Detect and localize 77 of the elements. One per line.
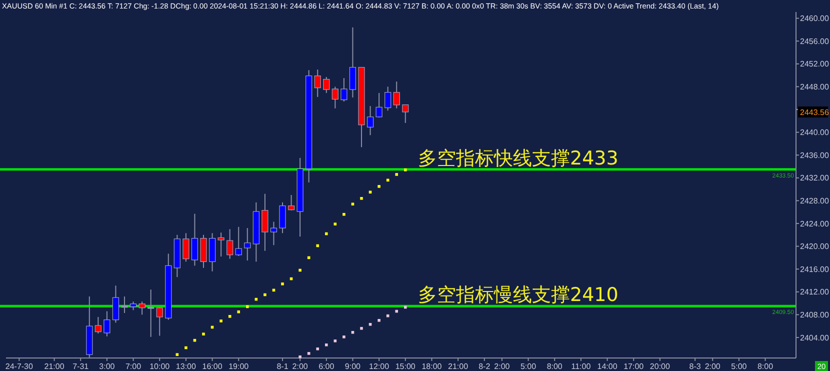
x-tick-label: 8-2: [478, 362, 491, 371]
point: [360, 326, 363, 330]
y-tick-label: 2424.00: [800, 219, 830, 228]
point: [184, 346, 188, 350]
y-tick-label: 2436.00: [800, 150, 830, 160]
x-tick-label: 19:00: [228, 362, 250, 371]
y-tick-label: 2416.00: [800, 264, 830, 274]
point: [368, 190, 372, 194]
point: [176, 353, 179, 356]
point: [246, 305, 249, 308]
annotation: 多空指标慢线支撑2410: [418, 284, 618, 306]
x-tick-label: 18:00: [422, 362, 442, 371]
x-tick-label: 10:00: [150, 362, 170, 371]
x-tick-label: 2:00: [292, 362, 308, 371]
x-tick-label: 17:00: [624, 362, 644, 371]
x-tick-label: 15:00: [395, 362, 416, 371]
x-tick-label: 2:00: [704, 362, 721, 371]
point: [202, 332, 205, 336]
y-tick-label: 2452.00: [800, 60, 830, 69]
point: [220, 320, 222, 322]
y-tick-label: 2440.00: [800, 128, 830, 138]
x-tick-label: 5:00: [520, 362, 537, 371]
point: [368, 322, 372, 326]
point: [298, 268, 302, 272]
x-tick-label: 9:00: [344, 362, 362, 371]
point: [395, 173, 398, 176]
annotation: 2443.56: [800, 108, 830, 117]
point: [324, 232, 328, 236]
point: [404, 306, 407, 309]
y-tick-label: 2412.00: [800, 288, 830, 297]
x-tick-label: 24-7-30: [5, 362, 34, 371]
point: [324, 343, 328, 346]
point: [264, 293, 266, 296]
x-tick-label: 12:00: [369, 362, 390, 371]
annotation: 多空指标快线支撑2433: [418, 147, 618, 170]
x-tick-label: 21:00: [44, 362, 65, 371]
x-tick-label: 2:00: [494, 362, 510, 371]
point: [237, 310, 240, 314]
y-tick-label: 2448.00: [800, 82, 830, 92]
point: [395, 310, 398, 313]
point: [378, 318, 380, 322]
x-tick-label: 7-31: [72, 362, 90, 371]
y-tick-label: 2428.00: [800, 196, 830, 206]
y-tick-label: 2460.00: [800, 14, 830, 24]
point: [307, 352, 310, 355]
point: [316, 244, 320, 248]
x-tick-label: 8-3: [689, 362, 702, 371]
x-tick-label: 20:00: [650, 362, 670, 371]
x-tick-label: 8-1: [276, 362, 289, 371]
x-tick-label: 21:00: [448, 362, 469, 371]
y-tick-label: 2456.00: [800, 36, 830, 46]
point: [342, 212, 346, 216]
point: [404, 168, 407, 172]
x-tick-label: 7:00: [125, 362, 142, 371]
point: [334, 340, 337, 342]
point: [228, 314, 232, 318]
x-tick-label: 14:00: [597, 362, 618, 371]
x-tick-label: 16:00: [202, 362, 223, 371]
y-tick-label: 2420.00: [800, 242, 830, 252]
point: [316, 347, 320, 350]
point: [281, 282, 284, 286]
x-tick-label: 5:00: [731, 362, 748, 371]
point: [298, 355, 302, 358]
y-tick-label: 2404.00: [800, 333, 830, 342]
x-tick-label: 8:00: [546, 362, 563, 371]
y-tick-label: 2432.00: [800, 174, 830, 183]
point: [342, 336, 346, 338]
x-tick-label: 11:00: [571, 362, 592, 371]
x-tick-label: 3:00: [99, 362, 116, 371]
point: [360, 196, 363, 200]
point: [378, 185, 380, 188]
y-tick-label: 2408.00: [800, 310, 830, 320]
point: [351, 202, 354, 206]
x-tick-label: 8:00: [757, 362, 774, 371]
point: [334, 222, 337, 226]
x-tick-label: 13:00: [176, 362, 196, 371]
x-tick-label: 6:00: [318, 362, 335, 371]
